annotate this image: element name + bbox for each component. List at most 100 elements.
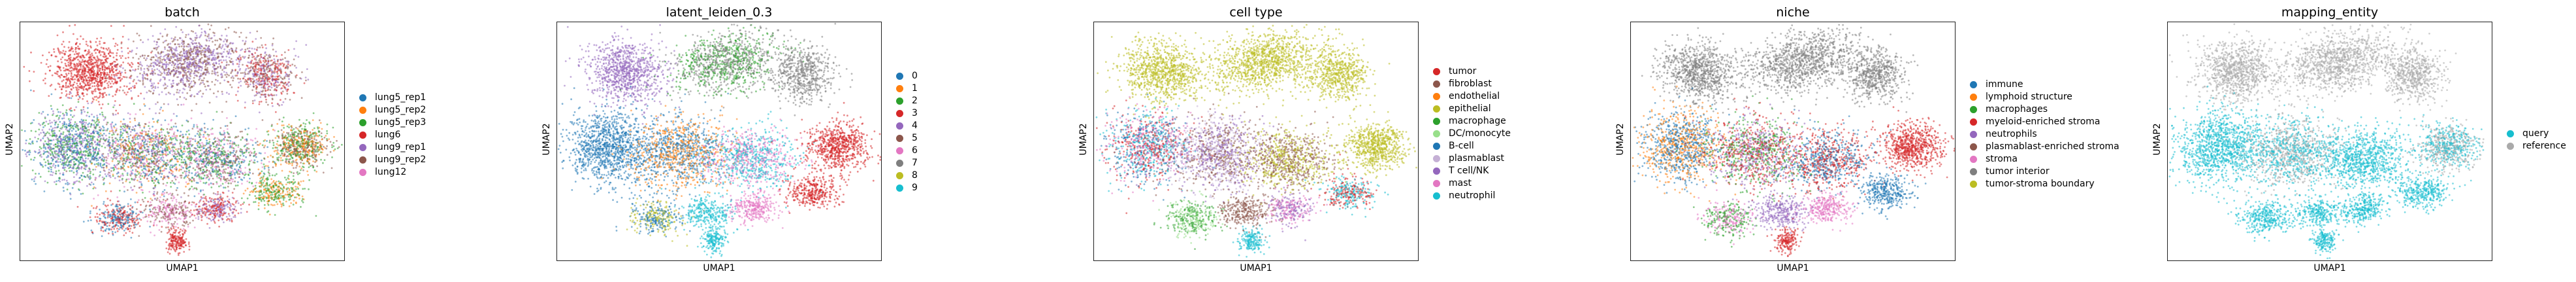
legend-marker: [359, 143, 366, 151]
legend-item: macrophage: [1433, 115, 1506, 127]
legend-label: plasmablast: [1449, 153, 1504, 164]
legend-item: endothelial: [1433, 90, 1500, 102]
legend-label: query: [2522, 128, 2549, 139]
scatter-plot: [557, 22, 881, 258]
legend-item: epithelial: [1433, 103, 1491, 115]
plot-area: [556, 22, 882, 261]
scatter-plot: [1632, 24, 1955, 257]
legend-item: reference: [2507, 140, 2566, 152]
legend-marker: [896, 147, 903, 154]
legend-item: 1: [896, 82, 918, 94]
chart-title: batch: [20, 5, 345, 20]
legend-label: T cell/NK: [1449, 166, 1489, 176]
legend-item: B-cell: [1433, 140, 1474, 152]
legend-marker: [1433, 117, 1440, 125]
legend-item: lung5_rep3: [359, 116, 426, 128]
legend-label: lung9_rep2: [375, 154, 426, 165]
legend-marker: [1970, 167, 1977, 175]
legend-marker: [1433, 105, 1440, 113]
legend-item: neutrophil: [1433, 190, 1495, 202]
legend-marker: [359, 106, 366, 114]
legend-marker: [896, 97, 903, 105]
legend-item: macrophages: [1970, 103, 2048, 115]
legend-marker: [359, 156, 366, 164]
legend-label: 3: [912, 108, 918, 118]
legend-item: lung5_rep1: [359, 92, 426, 103]
legend-label: 8: [912, 170, 918, 181]
legend-item: fibroblast: [1433, 78, 1492, 90]
legend-marker: [896, 171, 903, 179]
point-cloud: [20, 23, 343, 256]
legend-marker: [1433, 142, 1440, 150]
legend: 0 1 2 3 4 5 6 7 8 9: [896, 70, 1027, 201]
legend: query reference: [2507, 128, 2576, 154]
legend-marker: [1433, 167, 1440, 175]
legend-item: tumor: [1433, 65, 1476, 77]
legend: lung5_rep1 lung5_rep2 lung5_rep3 lung6 lung9…: [359, 92, 490, 203]
legend-marker: [896, 122, 903, 130]
legend-label: mast: [1449, 178, 1472, 188]
legend-marker: [1433, 192, 1440, 200]
legend-label: endothelial: [1449, 91, 1500, 101]
legend-label: stroma: [1986, 154, 2018, 164]
point-cloud: [1095, 24, 1417, 258]
legend-marker: [1970, 80, 1977, 88]
legend-label: lung5_rep2: [375, 105, 426, 115]
legend-marker: [359, 118, 366, 126]
legend-item: lung6: [359, 129, 400, 141]
legend-label: 5: [912, 133, 918, 143]
legend-label: 2: [912, 96, 918, 106]
legend-marker: [1433, 154, 1440, 162]
chart-title: mapping_entity: [2167, 5, 2492, 20]
legend-item: 2: [896, 95, 918, 107]
y-axis-label: UMAP2: [5, 123, 15, 156]
legend-label: lung5_rep1: [375, 92, 426, 103]
legend-label: 4: [912, 120, 918, 131]
umap-panel-mapping-entity: mapping_entity UMAP2 UMAP1 query referenc…: [2148, 0, 2576, 282]
scatter-plot: [2168, 23, 2485, 260]
plot-area: [1630, 22, 1956, 261]
legend-label: macrophages: [1986, 104, 2048, 115]
y-axis-label: UMAP2: [541, 123, 552, 156]
legend-marker: [1970, 118, 1977, 126]
x-axis-label: UMAP1: [1093, 263, 1419, 273]
legend-label: myeloid-enriched stroma: [1986, 116, 2101, 127]
legend-marker: [896, 184, 903, 192]
legend-label: DC/monocyte: [1449, 128, 1511, 139]
legend-label: tumor interior: [1986, 166, 2050, 177]
legend-item: lymphoid structure: [1970, 91, 2072, 103]
legend-marker: [359, 168, 366, 176]
legend-label: 6: [912, 145, 918, 156]
legend-marker: [896, 159, 903, 167]
legend-marker: [1970, 155, 1977, 163]
legend-item: neutrophils: [1970, 128, 2037, 140]
point-cloud: [557, 22, 881, 258]
legend-item: query: [2507, 128, 2549, 139]
legend-marker: [1433, 67, 1440, 75]
legend-marker: [1970, 143, 1977, 150]
legend-item: plasmablast: [1433, 152, 1504, 164]
legend-label: tumor: [1449, 66, 1476, 77]
legend-label: macrophage: [1449, 116, 1506, 126]
legend-label: 0: [912, 71, 918, 81]
point-cloud: [1632, 24, 1955, 257]
x-axis-label: UMAP1: [2167, 263, 2492, 273]
legend-item: tumor-stroma boundary: [1970, 178, 2095, 190]
legend-marker: [1970, 180, 1977, 188]
legend-item: mast: [1433, 177, 1472, 189]
legend-label: reference: [2522, 141, 2566, 151]
legend-item: 0: [896, 70, 918, 82]
x-axis-label: UMAP1: [556, 263, 882, 273]
legend-item: 7: [896, 157, 918, 169]
legend-marker: [1970, 130, 1977, 138]
legend-marker: [896, 109, 903, 117]
legend-marker: [2507, 142, 2514, 150]
legend-label: immune: [1986, 79, 2023, 90]
plot-area: [2167, 22, 2492, 261]
legend-label: neutrophils: [1986, 129, 2037, 139]
legend-marker: [1433, 80, 1440, 88]
legend-item: lung5_rep2: [359, 104, 426, 116]
legend: immune lymphoid structure macrophages myelo…: [1970, 79, 2140, 203]
legend-label: tumor-stroma boundary: [1986, 179, 2095, 189]
legend-label: fibroblast: [1449, 79, 1492, 89]
